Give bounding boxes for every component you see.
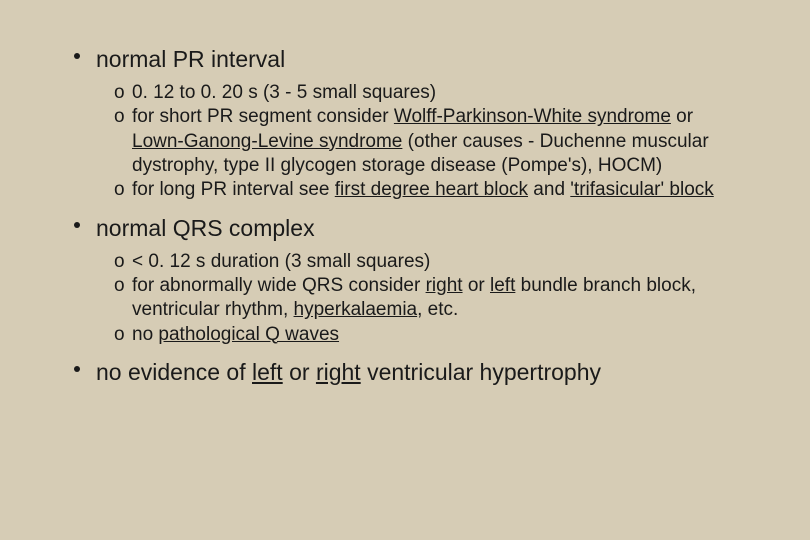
main-item: normal PR interval o 0. 12 to 0. 20 s (3 -…: [96, 44, 740, 203]
bullet-icon: [74, 366, 80, 372]
sub-item-text: for long PR interval see first degree he…: [132, 179, 714, 200]
sub-bullet-o: o: [114, 323, 125, 347]
main-item: normal QRS complex o < 0. 12 s duration (3…: [96, 213, 740, 347]
sub-item: o < 0. 12 s duration (3 small squares): [114, 250, 740, 274]
sub-item-text: for short PR segment consider Wolff-Park…: [132, 106, 709, 176]
sub-item-text: < 0. 12 s duration (3 small squares): [132, 251, 430, 272]
bullet-icon: [74, 222, 80, 228]
main-item-text: no evidence of left or right ventricular…: [96, 357, 740, 388]
sub-bullet-o: o: [114, 274, 125, 298]
sub-item: o 0. 12 to 0. 20 s (3 - 5 small squares): [114, 81, 740, 105]
main-item-text: normal QRS complex: [96, 213, 740, 244]
main-item-text: normal PR interval: [96, 44, 740, 75]
sub-item: o for short PR segment consider Wolff-Par…: [114, 105, 740, 178]
sub-bullet-o: o: [114, 250, 125, 274]
sub-item: o no pathological Q waves: [114, 323, 740, 347]
sub-item-text: for abnormally wide QRS consider right o…: [132, 275, 696, 320]
main-list: normal PR interval o 0. 12 to 0. 20 s (3 -…: [96, 44, 740, 388]
slide-content: normal PR interval o 0. 12 to 0. 20 s (3 -…: [0, 0, 810, 422]
sub-bullet-o: o: [114, 105, 125, 129]
sub-item-text: no pathological Q waves: [132, 324, 339, 345]
main-item: no evidence of left or right ventricular…: [96, 357, 740, 388]
bullet-icon: [74, 53, 80, 59]
sub-item: o for abnormally wide QRS consider right …: [114, 274, 740, 323]
sub-item: o for long PR interval see first degree h…: [114, 178, 740, 202]
sub-list: o < 0. 12 s duration (3 small squares) ofo…: [114, 250, 740, 347]
sub-bullet-o: o: [114, 178, 125, 202]
sub-list: o0. 12 to 0. 20 s (3 - 5 small squares)o…: [114, 81, 740, 203]
sub-item-text: 0. 12 to 0. 20 s (3 - 5 small squares): [132, 82, 436, 103]
sub-bullet-o: o: [114, 81, 125, 105]
